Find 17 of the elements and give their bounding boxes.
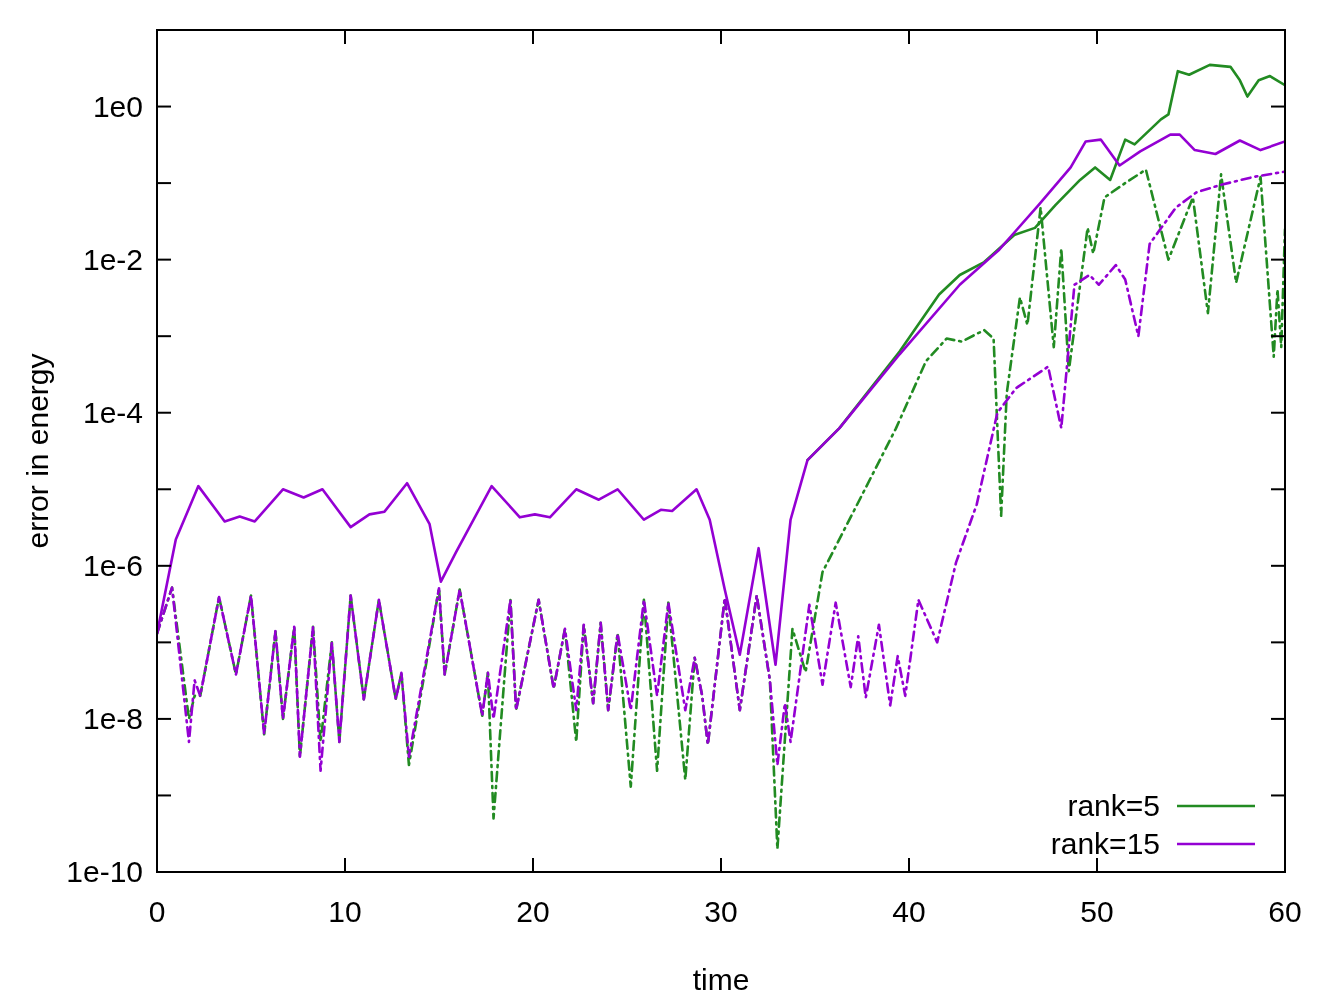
y-axis-title: error in energy [21,353,54,549]
legend-label: rank=5 [1067,789,1160,822]
y-tick-label: 1e-6 [82,548,143,582]
y-tick-label: 1e-2 [82,242,143,276]
y-tick-label: 1e0 [92,89,143,123]
x-tick-label: 60 [1268,895,1302,928]
x-axis-title: time [692,963,750,996]
x-tick-label: 10 [328,895,362,928]
x-tick-label: 30 [704,895,738,928]
x-tick-label: 40 [892,895,926,928]
y-tick-label: 1e-4 [82,395,143,429]
x-tick-label: 20 [516,895,550,928]
y-tick-label: 1e-8 [82,701,143,735]
x-tick-label: 50 [1080,895,1114,928]
x-tick-label: 0 [148,895,166,928]
y-tick-label: 1e-10 [66,855,143,888]
legend-label: rank=15 [1050,827,1160,860]
